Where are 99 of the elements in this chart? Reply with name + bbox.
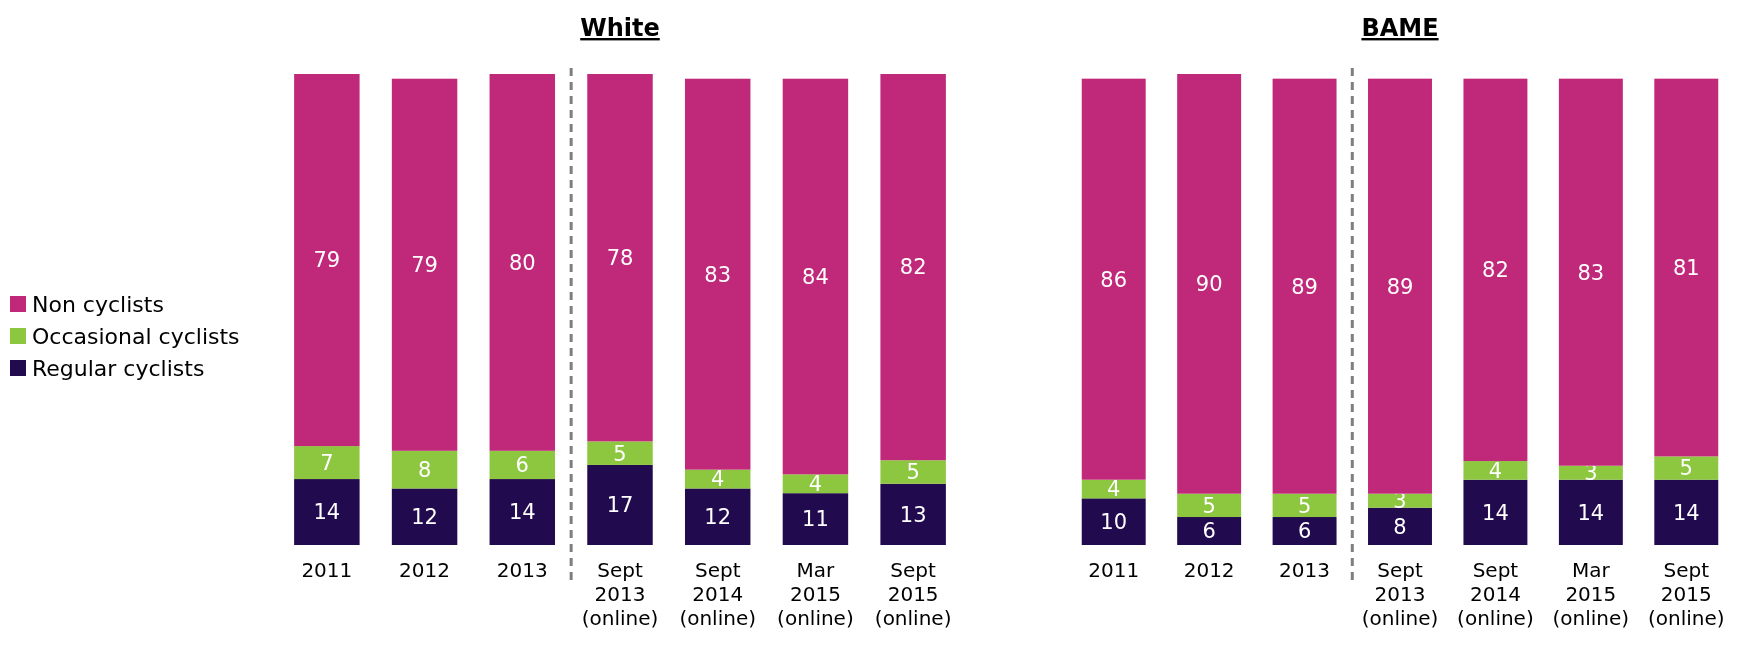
bar <box>880 483 946 545</box>
x-tick-label: Sept 2014 (online) <box>679 558 757 630</box>
bar <box>1177 517 1242 545</box>
bar <box>1272 78 1337 494</box>
bar <box>391 450 458 489</box>
data-label: 80 <box>508 250 536 275</box>
data-label: 7 <box>320 450 334 475</box>
data-label: 8 <box>1393 514 1407 539</box>
data-label: 78 <box>606 246 634 271</box>
data-label: 13 <box>899 502 927 527</box>
data-label: 4 <box>1107 477 1121 502</box>
x-tick-label: 2013 <box>496 558 548 582</box>
bar <box>1081 78 1146 480</box>
data-label: 89 <box>1291 274 1318 299</box>
bar <box>1272 517 1337 545</box>
x-tick-label: 2011 <box>1088 558 1140 582</box>
data-label: 4 <box>1488 458 1503 483</box>
bar <box>1463 461 1528 480</box>
bar <box>587 441 653 465</box>
bar <box>1368 78 1432 494</box>
bar <box>782 493 849 545</box>
data-label: 11 <box>802 507 829 532</box>
data-label: 14 <box>1482 500 1509 525</box>
bar <box>1368 507 1432 545</box>
bar <box>1558 465 1623 480</box>
x-tick-label: Mar 2015 (online) <box>777 558 854 630</box>
data-label: 14 <box>1672 500 1700 525</box>
bar <box>1463 479 1528 545</box>
x-tick-label: 2012 <box>399 558 451 582</box>
data-label: 5 <box>1297 493 1312 518</box>
bar <box>1654 78 1719 457</box>
x-tick-label: Sept 2015 (online) <box>874 558 952 630</box>
bar <box>684 488 751 545</box>
legend-label: Regular cyclists <box>32 355 205 381</box>
bar <box>1558 78 1623 466</box>
data-label: 4 <box>711 467 725 492</box>
data-label: 10 <box>1100 510 1128 535</box>
bar <box>587 464 653 545</box>
data-label: 89 <box>1386 274 1414 299</box>
data-label: 6 <box>515 453 529 478</box>
bar <box>1654 456 1719 480</box>
data-label: 14 <box>508 500 536 525</box>
bar <box>880 460 946 484</box>
data-label: 5 <box>1679 456 1693 481</box>
data-label: 83 <box>1577 260 1605 285</box>
bar <box>489 479 556 545</box>
x-tick-label: Sept 2014 (online) <box>1457 558 1534 630</box>
data-label: 17 <box>606 493 634 518</box>
data-label: 12 <box>411 505 438 530</box>
data-label: 5 <box>906 460 920 485</box>
data-label: 6 <box>1202 519 1216 544</box>
data-label: 12 <box>704 505 732 530</box>
bar <box>294 446 360 480</box>
bar <box>1558 479 1623 545</box>
x-tick-label: Sept 2013 (online) <box>581 558 659 630</box>
bar <box>684 78 751 470</box>
data-label: 14 <box>313 500 341 525</box>
x-tick-label: Mar 2015 (online) <box>1552 558 1630 630</box>
data-label: 5 <box>1202 493 1216 518</box>
x-tick-label: Sept 2013 (online) <box>1361 558 1439 630</box>
bar <box>782 78 849 475</box>
bar <box>880 74 946 461</box>
bar <box>587 74 653 442</box>
data-label: 4 <box>808 472 823 497</box>
data-label: 5 <box>613 441 627 466</box>
bar <box>1654 479 1719 545</box>
data-label: 82 <box>899 255 927 280</box>
bar <box>1463 78 1528 462</box>
legend-label: Non cyclists <box>32 291 164 317</box>
x-tick-label: 2013 <box>1279 558 1331 582</box>
bar <box>782 474 849 494</box>
bar <box>391 488 458 545</box>
x-tick-label: 2011 <box>301 558 353 582</box>
bar <box>294 479 360 545</box>
data-label: 84 <box>802 264 829 289</box>
legend-label: Occasional cyclists <box>32 323 240 349</box>
chart-title: White <box>580 14 660 42</box>
bar <box>1177 74 1242 494</box>
x-tick-label: 2012 <box>1183 558 1235 582</box>
data-label: 79 <box>313 248 341 273</box>
bar <box>294 74 360 447</box>
data-label: 6 <box>1297 519 1312 544</box>
x-tick-label: Sept 2015 (online) <box>1647 558 1725 630</box>
chart-title: BAME <box>1361 14 1439 42</box>
bar <box>489 450 556 480</box>
bar <box>1272 493 1337 518</box>
bar <box>1177 493 1242 518</box>
bar <box>1368 493 1432 508</box>
bar <box>1081 498 1146 545</box>
data-label: 8 <box>417 457 432 482</box>
data-label: 86 <box>1100 267 1128 292</box>
data-label: 81 <box>1672 255 1700 280</box>
bar <box>489 74 556 451</box>
data-label: 82 <box>1482 258 1509 283</box>
data-label: 90 <box>1195 272 1223 297</box>
bar <box>391 78 458 451</box>
data-label: 83 <box>704 262 732 287</box>
data-label: 14 <box>1577 500 1605 525</box>
data-label: 79 <box>411 253 438 278</box>
